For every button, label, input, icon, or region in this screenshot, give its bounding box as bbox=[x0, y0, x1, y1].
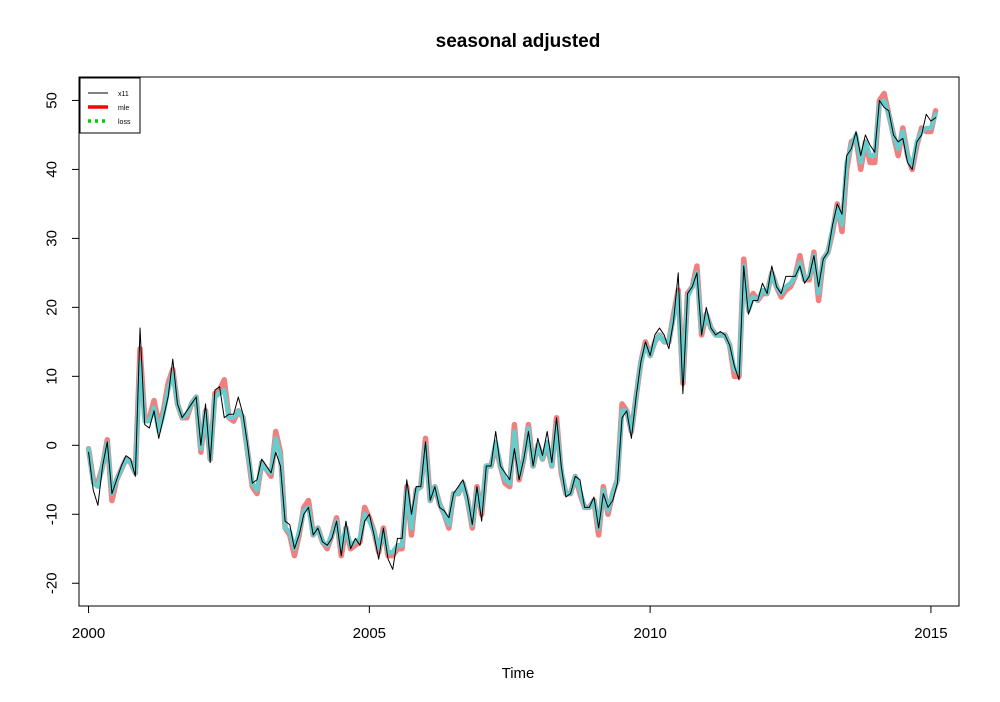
y-tick-label: 20 bbox=[44, 299, 61, 316]
legend-label-x11: x11 bbox=[118, 91, 129, 98]
legend-label-loss: loss bbox=[118, 119, 131, 126]
y-tick-label: 40 bbox=[44, 161, 61, 178]
x-tick-label: 2000 bbox=[72, 625, 105, 642]
series-line-x11 bbox=[88, 99, 937, 570]
y-tick-label: 10 bbox=[44, 368, 61, 385]
y-tick-label: -10 bbox=[44, 503, 61, 525]
x-axis-title: Time bbox=[502, 665, 535, 682]
y-tick-label: 0 bbox=[44, 441, 61, 449]
series-layer bbox=[85, 90, 939, 570]
y-axis: -20 -10 0 10 20 30 40 50 bbox=[44, 92, 80, 594]
y-tick-label: 30 bbox=[44, 230, 61, 247]
plot-frame bbox=[78, 76, 960, 607]
y-tick-label: 50 bbox=[44, 92, 61, 109]
x-tick-label: 2005 bbox=[353, 625, 386, 642]
y-tick-label: -20 bbox=[44, 572, 61, 594]
x-tick-label: 2010 bbox=[633, 625, 666, 642]
x-axis: 2000 2005 2010 2015 bbox=[72, 605, 948, 642]
chart-title: seasonal adjusted bbox=[436, 31, 601, 52]
series-line-loss bbox=[86, 98, 938, 555]
series-line-mle bbox=[85, 90, 939, 559]
legend-label-mle: mle bbox=[118, 105, 129, 112]
x-tick-label: 2015 bbox=[914, 625, 947, 642]
legend: x11 mle loss bbox=[79, 77, 141, 134]
